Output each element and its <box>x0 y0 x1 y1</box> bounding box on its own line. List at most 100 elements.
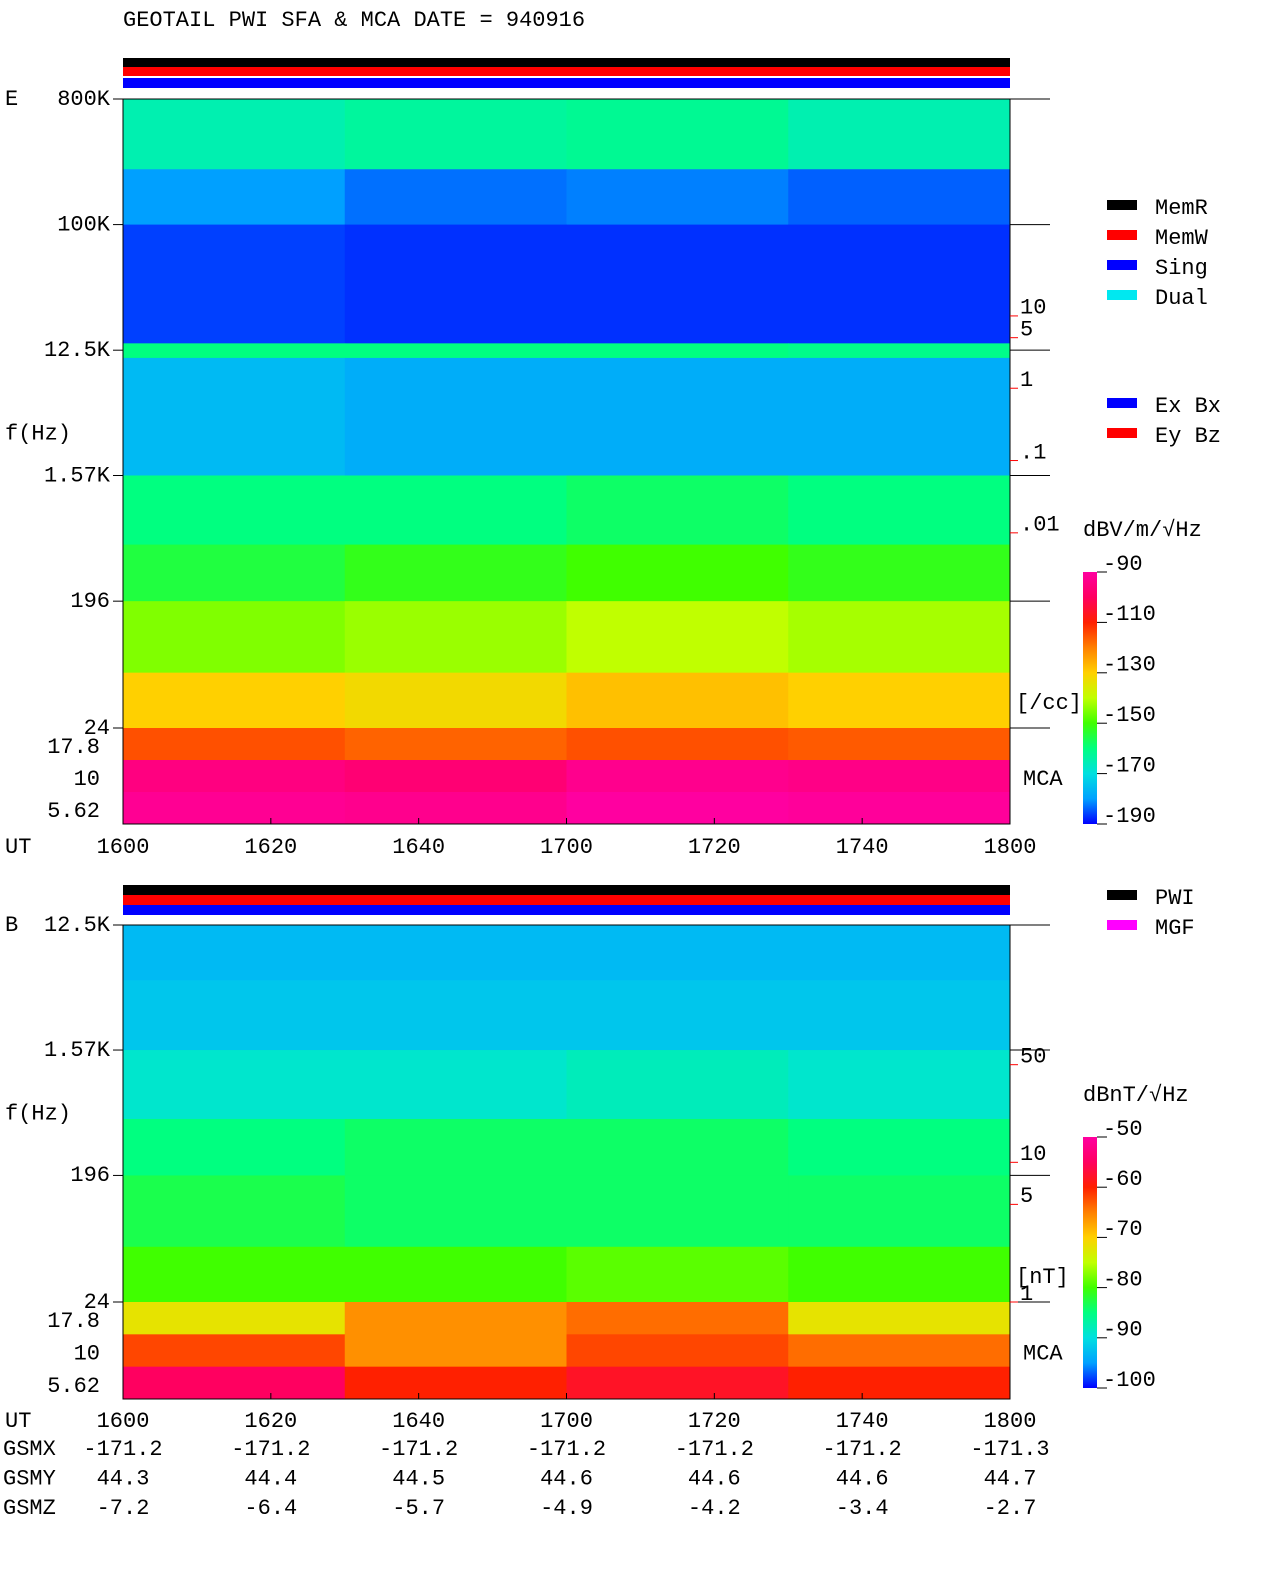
y-tick-label: 196 <box>70 589 110 614</box>
mca-cell <box>566 728 789 761</box>
spectrogram-cell <box>788 1175 1011 1248</box>
spectrogram-cell <box>566 601 789 674</box>
x-axis-label: UT <box>5 1409 31 1434</box>
y-tick-label: 1.57K <box>44 463 111 488</box>
ephemeris-value: -7.2 <box>97 1496 150 1521</box>
mca-cell <box>344 728 567 761</box>
right-tick-label: 5 <box>1020 1184 1033 1209</box>
mca-band-label: 17.8 <box>47 1309 100 1334</box>
status-bar <box>123 58 1010 88</box>
spectrogram-cell <box>566 980 789 1051</box>
spectrogram-cell <box>788 1246 1011 1303</box>
colorbar-tick-label: -130 <box>1103 653 1156 678</box>
spectrogram-cell <box>788 169 1011 226</box>
spectrogram-cell <box>788 1050 1011 1120</box>
x-tick-label: 1620 <box>244 1409 297 1434</box>
mca-cell <box>566 760 789 793</box>
ephemeris-value: -171.2 <box>231 1437 310 1462</box>
right-tick-label: 1 <box>1020 368 1033 393</box>
mca-cell <box>788 728 1011 761</box>
mca-label: MCA <box>1023 1342 1063 1367</box>
spectrogram-cell <box>123 925 346 981</box>
mca-cell <box>123 792 346 825</box>
spectrogram-cell <box>344 980 567 1051</box>
legend-label: Ex Bx <box>1155 394 1221 419</box>
y-tick-label: 800K <box>57 87 111 112</box>
mca-cell <box>788 1366 1011 1400</box>
spectrogram-cell <box>123 357 346 476</box>
spectrogram-cell <box>788 1118 1011 1176</box>
mca-cell <box>344 1366 567 1400</box>
spectrogram-cell <box>566 672 789 729</box>
mca-cell <box>344 1334 567 1368</box>
legend-swatch <box>1107 920 1137 930</box>
colorbar-label: dBV/m/√Hz <box>1083 518 1202 543</box>
ephemeris-value: 44.3 <box>97 1466 150 1491</box>
mca-cell <box>344 1302 567 1335</box>
colorbar-label: dBnT/√Hz <box>1083 1083 1189 1108</box>
spectrogram-cell <box>788 343 1011 359</box>
spectrogram-cell <box>344 925 567 981</box>
right-tick-label: .01 <box>1020 513 1060 538</box>
mca-cell <box>788 792 1011 825</box>
mca-band-label: 5.62 <box>47 1374 100 1399</box>
x-tick-label: 1620 <box>244 835 297 860</box>
spectrogram-cell <box>566 544 789 602</box>
ephemeris-value: -3.4 <box>836 1496 889 1521</box>
spectrogram-cell <box>788 925 1011 981</box>
mca-cell <box>788 1302 1011 1335</box>
spectrogram-cell <box>123 169 346 226</box>
y-axis-label: f(Hz) <box>5 1101 71 1126</box>
spectrogram-cell <box>788 357 1011 476</box>
ephemeris-value: -171.2 <box>379 1437 458 1462</box>
ephemeris-value: -2.7 <box>984 1496 1037 1521</box>
mca-cell <box>788 1334 1011 1368</box>
legend-label: MemR <box>1155 196 1208 221</box>
ephemeris-value: 44.4 <box>244 1466 297 1491</box>
ephemeris-value: 44.7 <box>984 1466 1037 1491</box>
legend-swatch <box>1107 230 1137 240</box>
colorbar-tick-label: -100 <box>1103 1368 1156 1393</box>
x-tick-label: 1600 <box>97 1409 150 1434</box>
spectrogram-cell <box>344 1118 567 1176</box>
mca-cell <box>344 760 567 793</box>
legend-swatch <box>1107 398 1137 408</box>
spectrogram-cell <box>344 169 567 226</box>
spectrogram-cell <box>123 672 346 729</box>
spectrogram-cell <box>123 1118 346 1176</box>
panel-label: B <box>5 913 18 938</box>
mca-cell <box>566 1334 789 1368</box>
spectrogram-cell <box>344 672 567 729</box>
mca-cell <box>123 1302 346 1335</box>
spectrogram-cell <box>123 475 346 546</box>
ephemeris-label: GSMY <box>3 1466 56 1491</box>
y-tick-label: 196 <box>70 1163 110 1188</box>
ephemeris-value: 44.6 <box>836 1466 889 1491</box>
right-tick-label: 10 <box>1020 1142 1046 1167</box>
spectrogram-cell <box>788 99 1011 170</box>
colorbar-tick-label: -90 <box>1103 552 1143 577</box>
ephemeris-value: -171.3 <box>970 1437 1049 1462</box>
mca-band-label: 17.8 <box>47 735 100 760</box>
colorbar-tick-label: -50 <box>1103 1117 1143 1142</box>
x-tick-label: 1700 <box>540 835 593 860</box>
colorbar-tick-label: -190 <box>1103 804 1156 829</box>
right-axis-unit: [/cc] <box>1016 691 1082 716</box>
spectrogram-cell <box>788 601 1011 674</box>
ephemeris-value: 44.6 <box>688 1466 741 1491</box>
legend-swatch <box>1107 890 1137 900</box>
right-tick-label: 10 <box>1020 296 1046 321</box>
spectrogram-cell <box>123 1246 346 1303</box>
legend-label: Ey Bz <box>1155 424 1221 449</box>
spectrogram-cell <box>123 1175 346 1248</box>
legend-swatch <box>1107 428 1137 438</box>
x-tick-label: 1720 <box>688 1409 741 1434</box>
y-tick-label: 12.5K <box>44 913 111 938</box>
ephemeris-value: -6.4 <box>244 1496 297 1521</box>
y-tick-label: 24 <box>84 1290 110 1315</box>
spectrogram-cell <box>788 672 1011 729</box>
spectrogram-cell <box>344 343 567 359</box>
x-tick-label: 1740 <box>836 835 889 860</box>
mca-label: MCA <box>1023 767 1063 792</box>
ephemeris-value: 44.6 <box>540 1466 593 1491</box>
